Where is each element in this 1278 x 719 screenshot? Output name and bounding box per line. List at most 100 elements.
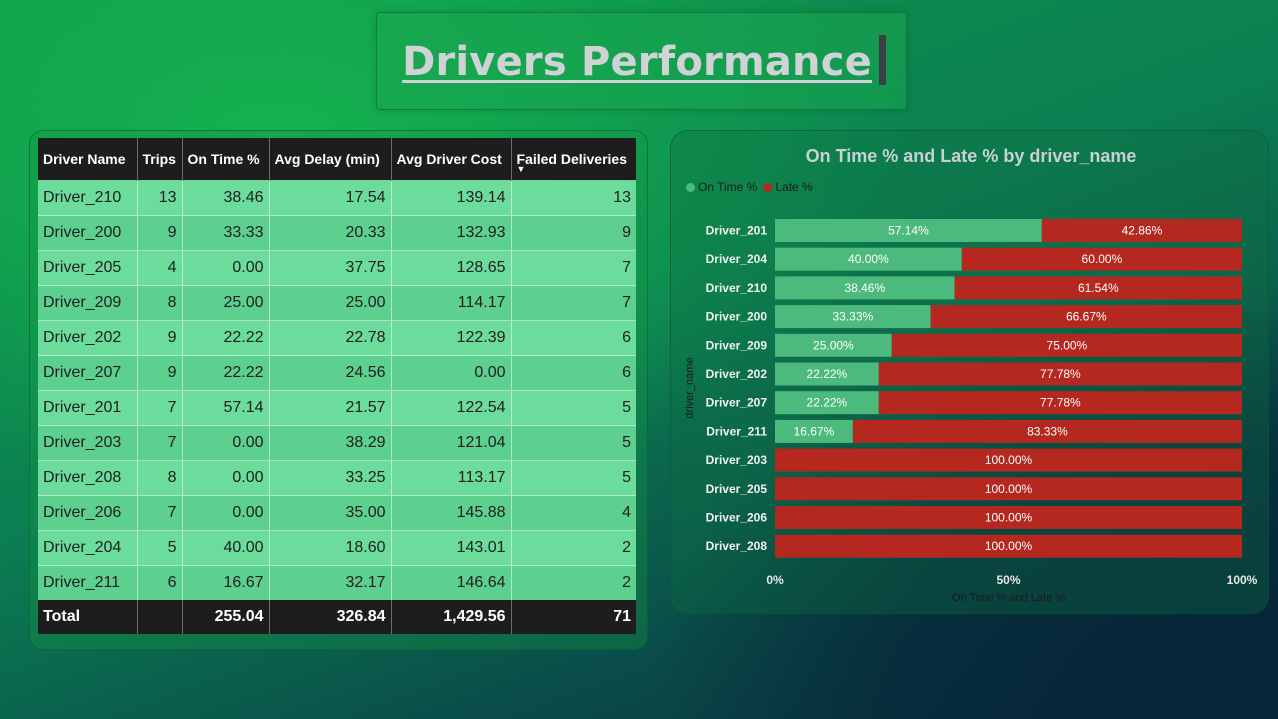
bar-late xyxy=(961,247,1242,271)
legend-item-late[interactable]: Late % xyxy=(763,180,813,194)
cell-driver-name: Driver_207 xyxy=(38,355,138,391)
bar-late xyxy=(930,305,1242,329)
table-row[interactable]: Driver_201 7 57.14 21.57 122.54 5 xyxy=(38,390,636,426)
bar-on-time xyxy=(775,276,955,300)
title-card: Drivers Performance xyxy=(376,12,907,110)
bar-late xyxy=(1041,219,1242,242)
cell-avg-cost: 0.00 xyxy=(391,355,512,391)
data-label-on-time: 16.67% xyxy=(794,424,835,438)
y-axis-label: Driver_202 xyxy=(706,367,768,381)
page-title: Drivers Performance xyxy=(402,39,872,85)
cell-on-time: 22.22 xyxy=(182,355,270,391)
bar-late xyxy=(878,362,1242,386)
cell-avg-delay: 22.78 xyxy=(269,320,392,356)
column-header-driver-name[interactable]: Driver Name xyxy=(38,138,138,181)
column-header-avg-driver-cost[interactable]: Avg Driver Cost xyxy=(391,138,512,181)
data-label-on-time: 33.33% xyxy=(832,310,873,324)
cell-failed: 2 xyxy=(511,530,636,566)
cell-avg-cost: 139.14 xyxy=(391,180,512,216)
cell-driver-name: Driver_205 xyxy=(38,250,138,286)
bar-on-time xyxy=(775,419,853,443)
cell-avg-cost: 128.65 xyxy=(391,250,512,286)
cell-failed: 13 xyxy=(511,180,636,216)
cell-on-time: 0.00 xyxy=(182,250,270,286)
data-label-late: 60.00% xyxy=(1082,252,1123,266)
table-row[interactable]: Driver_211 6 16.67 32.17 146.64 2 xyxy=(38,565,636,600)
cell-failed: 7 xyxy=(511,250,636,286)
data-label-late: 83.33% xyxy=(1027,424,1068,438)
cell-avg-delay: 24.56 xyxy=(269,355,392,391)
sort-descending-icon[interactable]: ▼ xyxy=(516,164,526,174)
x-axis-tick: 0% xyxy=(766,573,784,587)
cell-driver-name: Driver_210 xyxy=(38,180,138,216)
bar-late xyxy=(775,448,1242,472)
column-header-label: Failed Deliveries xyxy=(516,151,628,167)
drivers-table: Driver Name Trips On Time % Avg Delay (m… xyxy=(38,138,636,634)
y-axis-label: Driver_207 xyxy=(706,396,768,410)
table-row[interactable]: Driver_200 9 33.33 20.33 132.93 9 xyxy=(38,215,636,251)
data-label-late: 61.54% xyxy=(1078,281,1119,295)
y-axis-label: Driver_208 xyxy=(706,539,768,553)
table-row[interactable]: Driver_202 9 22.22 22.78 122.39 6 xyxy=(38,320,636,356)
cell-avg-delay: 38.29 xyxy=(269,425,392,461)
table-row[interactable]: Driver_204 5 40.00 18.60 143.01 2 xyxy=(38,530,636,566)
cell-failed: 6 xyxy=(511,320,636,356)
legend-dot-on-time xyxy=(686,182,695,192)
y-axis-label: Driver_209 xyxy=(706,338,768,352)
cell-avg-delay: 33.25 xyxy=(269,460,392,496)
cell-on-time: 0.00 xyxy=(182,425,270,461)
bar-on-time xyxy=(775,219,1042,242)
cell-on-time: 22.22 xyxy=(182,320,270,356)
y-axis-label: Driver_204 xyxy=(706,252,768,266)
cell-on-time: 57.14 xyxy=(182,390,270,426)
bar-late xyxy=(775,534,1242,558)
y-axis-label: Driver_201 xyxy=(706,224,768,238)
column-header-trips[interactable]: Trips xyxy=(137,138,183,181)
table-row[interactable]: Driver_206 7 0.00 35.00 145.88 4 xyxy=(38,495,636,531)
y-axis-label: Driver_210 xyxy=(706,281,768,295)
bar-late xyxy=(775,506,1242,529)
cell-driver-name: Driver_202 xyxy=(38,320,138,356)
table-row[interactable]: Driver_203 7 0.00 38.29 121.04 5 xyxy=(38,425,636,461)
table-row[interactable]: Driver_209 8 25.00 25.00 114.17 7 xyxy=(38,285,636,321)
legend-item-on-time[interactable]: On Time % xyxy=(686,180,757,194)
data-label-late: 42.86% xyxy=(1122,224,1163,238)
cell-avg-delay: 35.00 xyxy=(269,495,392,531)
cell-avg-cost: 121.04 xyxy=(391,425,512,461)
cell-avg-delay: 17.54 xyxy=(269,180,392,216)
bar-late xyxy=(954,276,1242,300)
table-row[interactable]: Driver_205 4 0.00 37.75 128.65 7 xyxy=(38,250,636,286)
column-header-avg-delay[interactable]: Avg Delay (min) xyxy=(269,138,392,181)
total-label: Total xyxy=(38,600,138,634)
x-axis-title: On Time % and Late % xyxy=(952,592,1065,604)
legend-label-on-time: On Time % xyxy=(698,180,758,194)
cell-on-time: 38.46 xyxy=(182,180,270,216)
cell-trips: 13 xyxy=(137,180,183,216)
cell-driver-name: Driver_201 xyxy=(38,390,138,426)
data-label-on-time: 38.46% xyxy=(844,281,885,295)
x-axis-tick: 50% xyxy=(996,573,1020,587)
x-axis-tick: 100% xyxy=(1227,573,1258,587)
cell-avg-cost: 146.64 xyxy=(391,565,512,600)
cell-avg-delay: 21.57 xyxy=(269,390,392,426)
cell-failed: 5 xyxy=(511,390,636,426)
cell-avg-cost: 113.17 xyxy=(391,460,512,496)
column-header-failed-deliveries[interactable]: Failed Deliveries ▼ xyxy=(511,138,636,181)
cell-failed: 4 xyxy=(511,495,636,531)
column-header-on-time[interactable]: On Time % xyxy=(182,138,270,181)
table-row[interactable]: Driver_207 9 22.22 24.56 0.00 6 xyxy=(38,355,636,391)
cell-trips: 9 xyxy=(137,320,183,356)
data-label-late: 66.67% xyxy=(1066,310,1107,324)
data-label-on-time: 40.00% xyxy=(848,252,889,266)
cell-avg-cost: 145.88 xyxy=(391,495,512,531)
table-row[interactable]: Driver_208 8 0.00 33.25 113.17 5 xyxy=(38,460,636,496)
cell-driver-name: Driver_206 xyxy=(38,495,138,531)
total-avg-cost: 1,429.56 xyxy=(391,600,512,634)
chart-legend: On Time % Late % xyxy=(686,179,819,195)
cell-driver-name: Driver_204 xyxy=(38,530,138,566)
title-accent-bar xyxy=(879,35,886,85)
cell-trips: 9 xyxy=(137,355,183,391)
table-row[interactable]: Driver_210 13 38.46 17.54 139.14 13 xyxy=(38,180,636,216)
data-label-late: 77.78% xyxy=(1040,396,1081,410)
